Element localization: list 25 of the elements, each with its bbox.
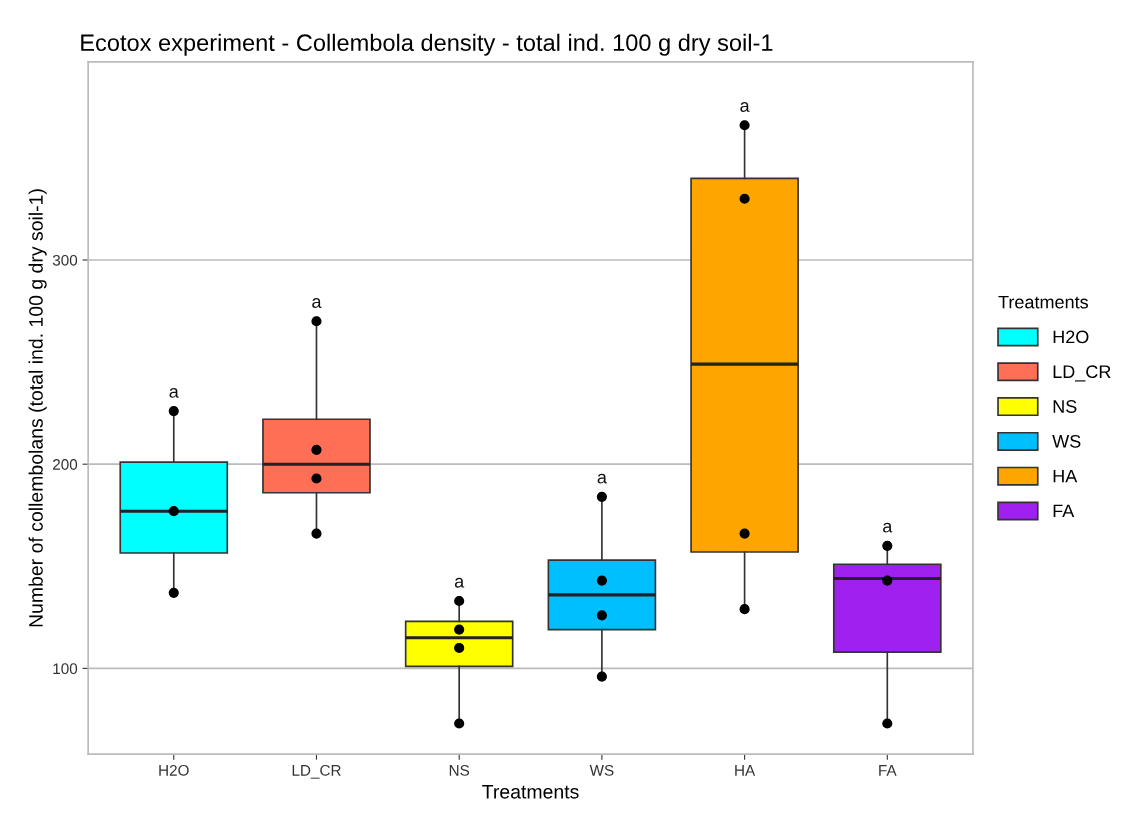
legend-label: FA (1053, 504, 1075, 518)
legend-label: LD_CR (1053, 365, 1111, 382)
x-tick-label: FA (879, 765, 897, 776)
legend-label: NS (1053, 400, 1077, 413)
x-axis-title: Treatments (998, 295, 1089, 309)
x-tick-label: LD_CR (292, 764, 341, 779)
y-tick-label: 100 (53, 663, 78, 675)
y-tick-label: 300 (52, 254, 78, 266)
annotation: a (597, 473, 607, 484)
legend-label: WS (1052, 434, 1081, 448)
y-tick-label: 200 (53, 459, 78, 470)
annotation: a (883, 522, 893, 533)
x-tick-label: WS (589, 764, 614, 776)
x-tick-label: H2O (159, 764, 189, 776)
x-tick-label: NS (449, 764, 470, 776)
annotation: a (454, 577, 465, 588)
chart-title: Ecotox experiment - Collembola density - total ind. 100 g dry soil-1 (81, 33, 773, 56)
x-tick-label: HA (735, 765, 756, 776)
annotation: a (312, 298, 322, 308)
annotation: a (169, 387, 179, 398)
legend-label: H2O (1053, 330, 1089, 344)
legend-title: Treatments (482, 785, 579, 799)
legend-label: HA (1053, 469, 1078, 483)
annotation: a (740, 102, 750, 112)
y-axis-title: Number of collembolans (total ind. 100 g dry soil-1) (28, 189, 47, 627)
